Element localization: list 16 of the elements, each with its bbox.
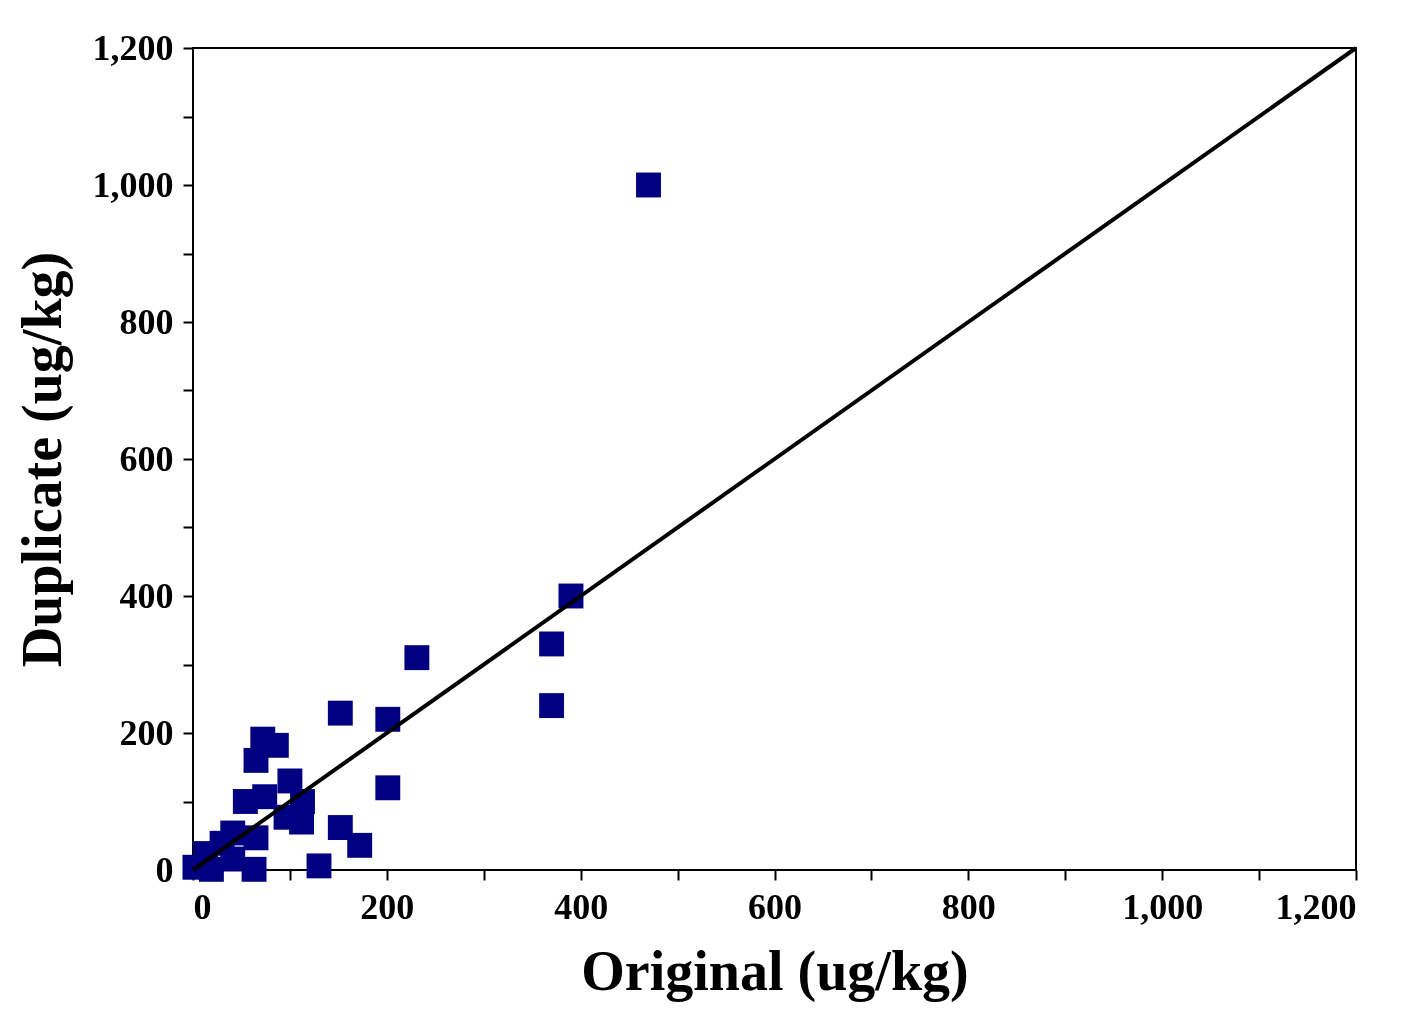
- y-tick-label: 800: [119, 301, 174, 342]
- x-tick-label: 400: [554, 886, 609, 927]
- x-tick-label: 200: [360, 886, 415, 927]
- x-tick-label: 1,200: [1275, 886, 1357, 927]
- x-axis-title: Original (ug/kg): [581, 939, 969, 1003]
- y-tick-label: 1,000: [92, 164, 174, 205]
- y-tick-label: 400: [119, 575, 174, 616]
- y-tick-label: 600: [119, 438, 174, 479]
- x-tick-label: 0: [193, 886, 212, 927]
- y-tick-label: 200: [119, 712, 174, 753]
- y-tick-label: 0: [155, 849, 174, 890]
- x-tick-label: 1,000: [1122, 886, 1204, 927]
- x-tick-label: 800: [941, 886, 996, 927]
- y-axis-title: Duplicate (ug/kg): [10, 251, 74, 668]
- y-tick-label: 1,200: [92, 27, 174, 68]
- x-tick-label: 600: [748, 886, 802, 927]
